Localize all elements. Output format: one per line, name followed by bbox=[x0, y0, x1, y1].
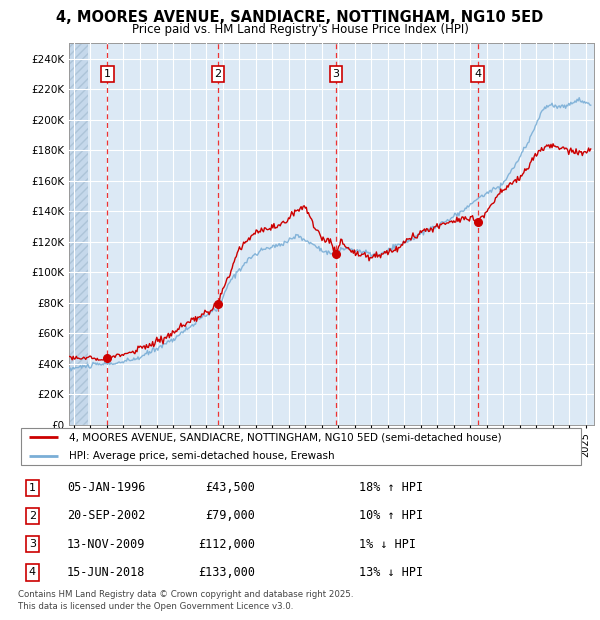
Text: 05-JAN-1996: 05-JAN-1996 bbox=[67, 481, 145, 494]
Text: £112,000: £112,000 bbox=[198, 538, 255, 551]
Text: 13% ↓ HPI: 13% ↓ HPI bbox=[359, 566, 424, 579]
Text: 1% ↓ HPI: 1% ↓ HPI bbox=[359, 538, 416, 551]
Text: 10% ↑ HPI: 10% ↑ HPI bbox=[359, 510, 424, 523]
Text: 13-NOV-2009: 13-NOV-2009 bbox=[67, 538, 145, 551]
Text: £133,000: £133,000 bbox=[198, 566, 255, 579]
Text: 2: 2 bbox=[29, 511, 36, 521]
Text: 4: 4 bbox=[29, 567, 36, 577]
Text: 15-JUN-2018: 15-JUN-2018 bbox=[67, 566, 145, 579]
Bar bbox=[69, 43, 88, 425]
Text: £79,000: £79,000 bbox=[205, 510, 255, 523]
Text: £43,500: £43,500 bbox=[205, 481, 255, 494]
FancyBboxPatch shape bbox=[21, 428, 581, 465]
Text: HPI: Average price, semi-detached house, Erewash: HPI: Average price, semi-detached house,… bbox=[69, 451, 335, 461]
Text: 20-SEP-2002: 20-SEP-2002 bbox=[67, 510, 145, 523]
Text: 4, MOORES AVENUE, SANDIACRE, NOTTINGHAM, NG10 5ED: 4, MOORES AVENUE, SANDIACRE, NOTTINGHAM,… bbox=[56, 10, 544, 25]
Text: 2: 2 bbox=[214, 69, 221, 79]
Text: 1: 1 bbox=[104, 69, 111, 79]
Text: Price paid vs. HM Land Registry's House Price Index (HPI): Price paid vs. HM Land Registry's House … bbox=[131, 23, 469, 36]
Text: 3: 3 bbox=[332, 69, 340, 79]
Text: 3: 3 bbox=[29, 539, 36, 549]
Text: 4, MOORES AVENUE, SANDIACRE, NOTTINGHAM, NG10 5ED (semi-detached house): 4, MOORES AVENUE, SANDIACRE, NOTTINGHAM,… bbox=[69, 432, 502, 443]
Text: 4: 4 bbox=[474, 69, 481, 79]
Text: 18% ↑ HPI: 18% ↑ HPI bbox=[359, 481, 424, 494]
Text: Contains HM Land Registry data © Crown copyright and database right 2025.
This d: Contains HM Land Registry data © Crown c… bbox=[18, 590, 353, 611]
Text: 1: 1 bbox=[29, 482, 36, 493]
